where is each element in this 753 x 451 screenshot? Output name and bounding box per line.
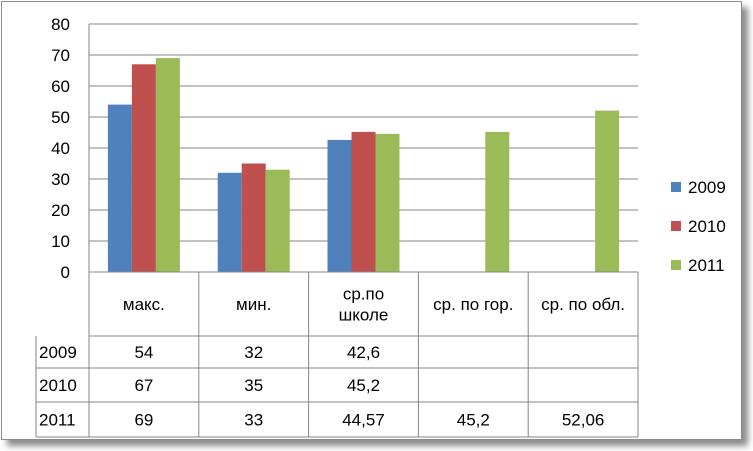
y-axis-tick-labels: 0 10 20 30 40 50 60 70 80 xyxy=(51,15,70,282)
bar-2009-3 xyxy=(327,139,352,272)
y-tick-label: 0 xyxy=(61,263,70,282)
table-cell-value: 32 xyxy=(244,343,263,362)
table-cell-value: 35 xyxy=(244,376,263,395)
bar-2011-3 xyxy=(375,133,400,272)
bar-2011-1 xyxy=(155,58,180,272)
bar-2011-4 xyxy=(485,131,510,272)
y-tick-label: 30 xyxy=(51,170,70,189)
series-row-label: 2010 xyxy=(39,376,77,395)
bar-2010-1 xyxy=(131,64,156,272)
legend-swatch-2009 xyxy=(671,182,681,192)
table-cell-value: 69 xyxy=(134,411,153,430)
legend-label: 2011 xyxy=(688,256,725,275)
bar-2010-2 xyxy=(241,163,266,272)
legend-label: 2010 xyxy=(688,217,726,236)
table-cell-value: 42,6 xyxy=(347,343,380,362)
bar-2009-1 xyxy=(107,104,132,272)
table-cell-value: 45,2 xyxy=(457,411,490,430)
y-tick-label: 70 xyxy=(51,46,70,65)
category-label: макс. xyxy=(123,295,165,314)
legend-swatch-2010 xyxy=(671,221,681,231)
legend-swatch-2011 xyxy=(671,260,681,270)
category-label: школе xyxy=(339,306,389,325)
table-cell-value: 67 xyxy=(134,376,153,395)
table-cell-value: 54 xyxy=(134,343,153,362)
y-tick-label: 10 xyxy=(51,232,70,251)
legend-label: 2009 xyxy=(688,178,726,197)
table-cell-value: 33 xyxy=(244,411,263,430)
category-label: ср. по гор. xyxy=(433,295,513,314)
y-tick-label: 80 xyxy=(51,15,70,34)
bar-2011-2 xyxy=(265,169,290,272)
bar-2009-2 xyxy=(217,172,242,272)
bar-2011-5 xyxy=(595,110,620,272)
table-cell-value: 45,2 xyxy=(347,376,380,395)
series-row-label: 2011 xyxy=(39,411,76,430)
y-tick-label: 60 xyxy=(51,77,70,96)
series-row-label: 2009 xyxy=(39,343,77,362)
table-cell-value: 52,06 xyxy=(562,411,605,430)
data-table: макс. мин. ср.по школе ср. по гор. ср. по обл… xyxy=(35,271,639,438)
y-tick-label: 20 xyxy=(51,201,70,220)
y-tick-label: 50 xyxy=(51,108,70,127)
category-label: ср. по обл. xyxy=(541,295,625,314)
y-tick-label: 40 xyxy=(51,139,70,158)
category-label: мин. xyxy=(236,295,271,314)
table-cell-value: 44,57 xyxy=(342,411,385,430)
category-label: ср.по xyxy=(343,285,384,304)
legend: 2009 2010 2011 xyxy=(671,178,726,275)
bars xyxy=(107,58,620,272)
bar-2010-3 xyxy=(351,131,376,272)
